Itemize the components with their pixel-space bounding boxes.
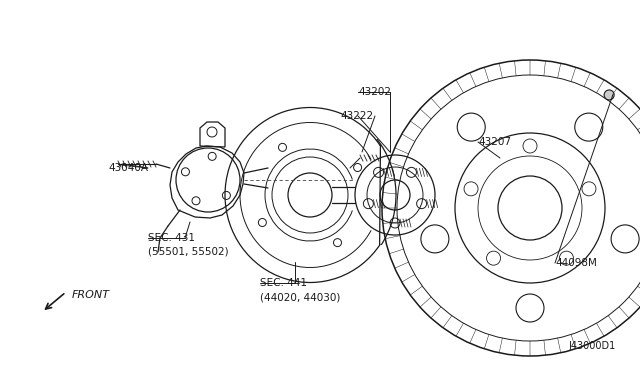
Text: 43040A: 43040A bbox=[108, 163, 148, 173]
Text: J43000D1: J43000D1 bbox=[568, 341, 615, 351]
Text: 43207: 43207 bbox=[478, 137, 511, 147]
Text: 43222: 43222 bbox=[340, 111, 373, 121]
Text: (55501, 55502): (55501, 55502) bbox=[148, 247, 228, 257]
Circle shape bbox=[604, 90, 614, 100]
Text: FRONT: FRONT bbox=[72, 290, 110, 300]
Text: SEC. 441: SEC. 441 bbox=[260, 278, 307, 288]
Text: (44020, 44030): (44020, 44030) bbox=[260, 292, 340, 302]
Text: 43202: 43202 bbox=[358, 87, 391, 97]
Text: 44098M: 44098M bbox=[555, 258, 597, 268]
Text: SEC. 431: SEC. 431 bbox=[148, 233, 195, 243]
